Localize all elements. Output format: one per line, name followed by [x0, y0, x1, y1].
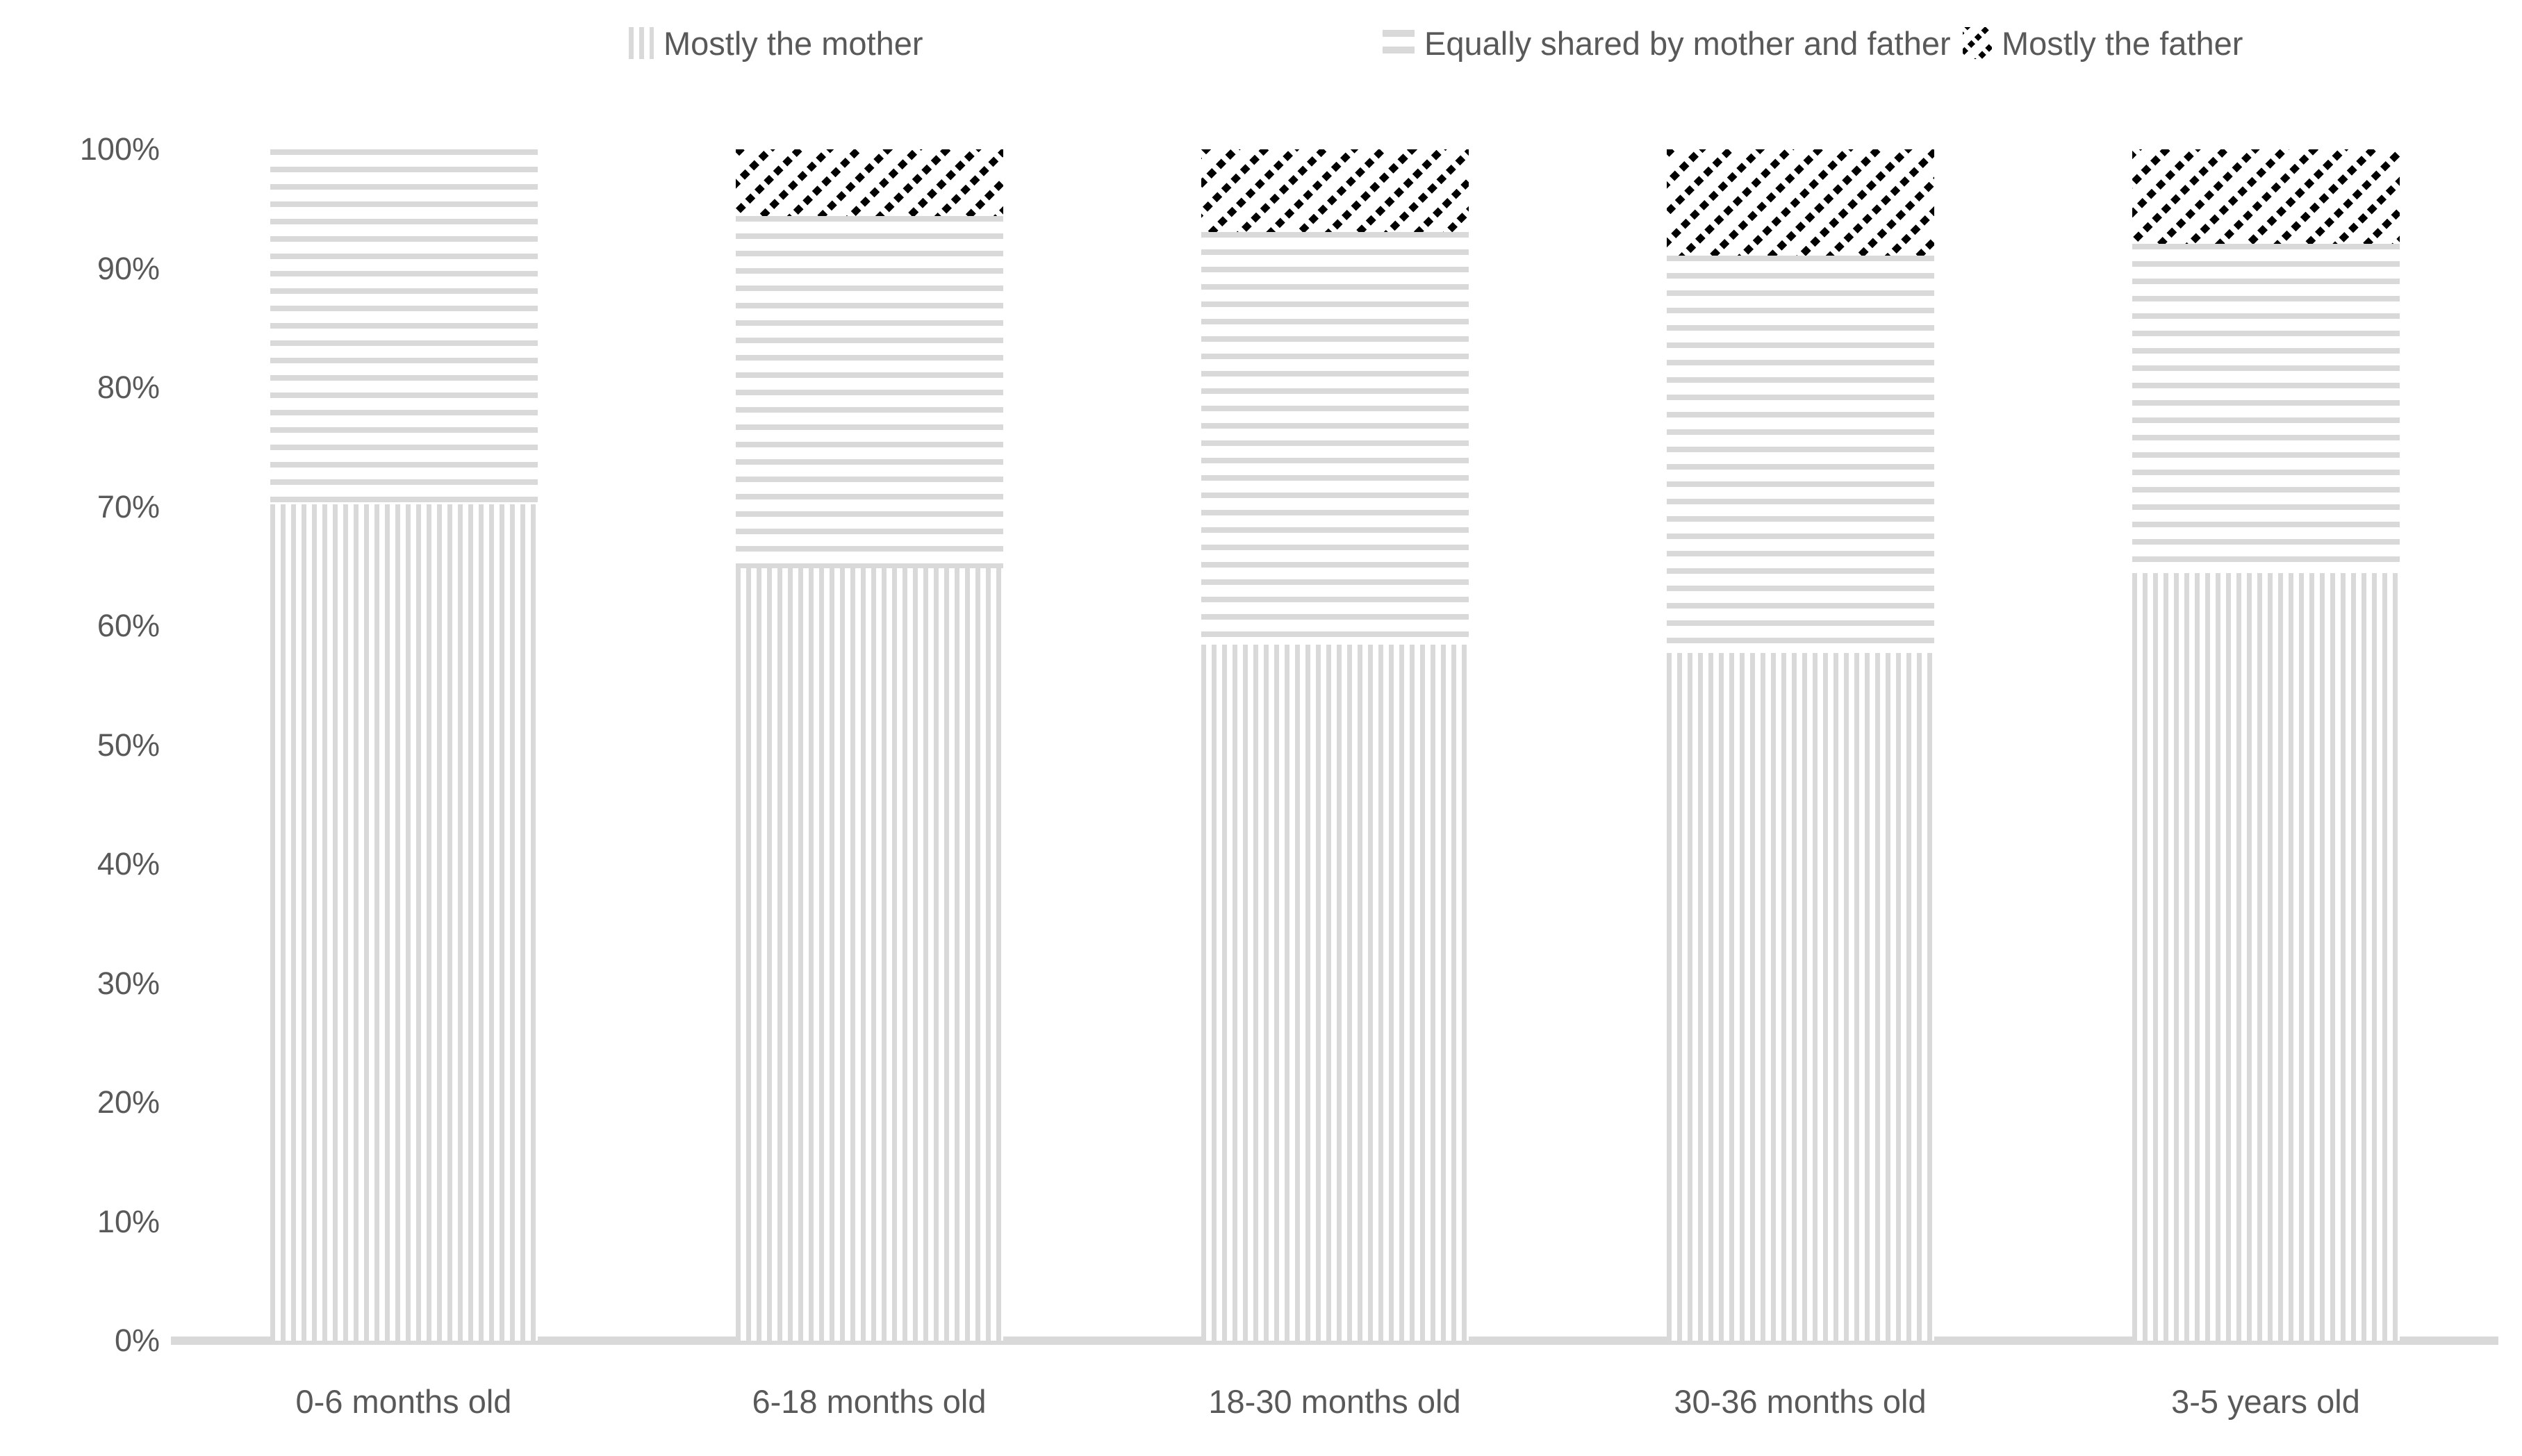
- bar-segment-diagonal-hatch: [1666, 149, 1934, 256]
- y-axis-tick-label: 0%: [114, 1323, 160, 1358]
- legend-item-horizontal-stripes: Equally shared by mother and father: [1383, 21, 1951, 65]
- bar-6-18-months-old: [735, 149, 1003, 1341]
- legend-label: Mostly the father: [2002, 24, 2243, 62]
- bar-segment-diagonal-hatch: [2132, 149, 2400, 245]
- bar-30-36-months-old: [1666, 149, 1934, 1341]
- bar-segment-horizontal-stripes: [1201, 231, 1469, 645]
- y-axis-tick-label: 70%: [97, 488, 160, 524]
- y-axis-tick-label: 30%: [97, 965, 160, 1001]
- bar-0-6-months-old: [270, 149, 538, 1341]
- bar-segment-horizontal-stripes: [735, 216, 1003, 568]
- x-axis-category-label: 30-36 months old: [1674, 1383, 1927, 1420]
- legend-label: Equally shared by mother and father: [1424, 24, 1951, 62]
- bar-segment-vertical-stripes: [1201, 644, 1469, 1341]
- y-axis-tick-label: 50%: [97, 727, 160, 763]
- x-axis-category-label: 6-18 months old: [752, 1383, 987, 1420]
- diagonal-hatch-swatch-icon: [1963, 27, 1992, 59]
- legend-item-vertical-stripes: Mostly the mother: [629, 21, 923, 65]
- bar-segment-diagonal-hatch: [1201, 149, 1469, 232]
- bar-18-30-months-old: [1201, 149, 1469, 1341]
- y-axis-tick-label: 80%: [97, 370, 160, 405]
- bar-3-5-years-old: [2132, 149, 2400, 1341]
- bar-segment-vertical-stripes: [1666, 652, 1934, 1341]
- bar-segment-horizontal-stripes: [2132, 244, 2400, 574]
- bar-segment-horizontal-stripes: [1666, 255, 1934, 653]
- y-axis-tick-label: 10%: [97, 1203, 160, 1239]
- x-axis-category-label: 18-30 months old: [1208, 1383, 1461, 1420]
- horizontal-stripes-swatch-icon: [1383, 30, 1415, 56]
- legend-label: Mostly the mother: [664, 24, 923, 62]
- bar-segment-vertical-stripes: [735, 568, 1003, 1341]
- y-axis-tick-label: 60%: [97, 608, 160, 643]
- bar-segment-vertical-stripes: [270, 504, 538, 1341]
- y-axis-tick-label: 100%: [79, 131, 160, 167]
- x-axis-category-label: 0-6 months old: [295, 1383, 512, 1420]
- bar-segment-diagonal-hatch: [735, 149, 1003, 217]
- vertical-stripes-swatch-icon: [629, 27, 654, 59]
- legend-item-diagonal-hatch: Mostly the father: [1963, 21, 2243, 65]
- bar-segment-horizontal-stripes: [270, 149, 538, 504]
- y-axis-tick-label: 40%: [97, 846, 160, 882]
- bar-segment-vertical-stripes: [2132, 573, 2400, 1341]
- y-axis-tick-label: 20%: [97, 1084, 160, 1120]
- x-axis-category-label: 3-5 years old: [2171, 1383, 2360, 1420]
- y-axis-tick-label: 90%: [97, 250, 160, 286]
